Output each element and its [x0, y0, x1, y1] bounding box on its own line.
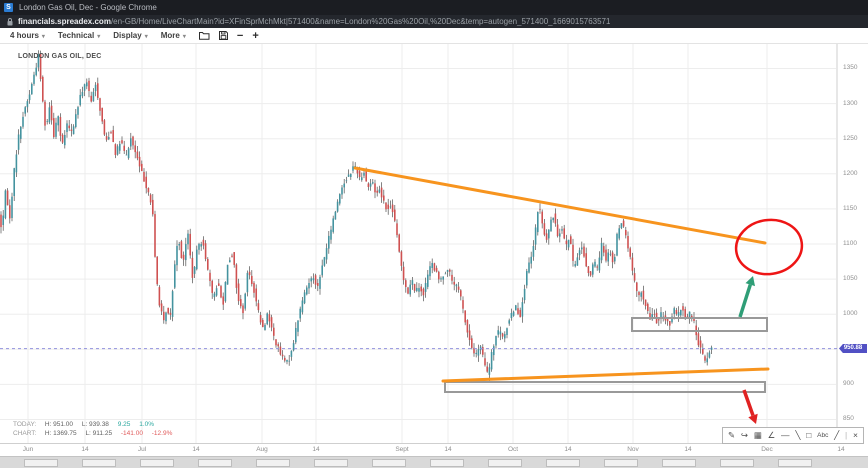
drawing-toolbar: ✎ ↪ ▦ ∠ — ╲ □ Abc ╱ | × — [722, 427, 864, 444]
price-tick-label: 900 — [843, 380, 854, 387]
price-tick-label: 1000 — [843, 310, 858, 317]
taskbar-button[interactable] — [140, 458, 174, 467]
folder-open-icon — [198, 32, 210, 40]
time-tick-label: 14 — [564, 446, 572, 453]
url-domain: financials.spreadex.com — [18, 17, 111, 26]
floppy-save-icon — [218, 31, 228, 40]
time-tick-label: 14 — [684, 446, 692, 453]
price-tick-label: 1100 — [843, 240, 857, 247]
price-tick-label: 1350 — [843, 64, 858, 71]
toolbar-divider: | — [845, 430, 848, 440]
taskbar-button[interactable] — [256, 458, 290, 467]
current-price-badge: 950.88 — [839, 344, 867, 353]
chart-area[interactable]: LONDON GAS OIL, DEC 1350 1300 1250 1200 1150… — [0, 44, 868, 456]
menu-more[interactable]: More ▾ — [160, 31, 186, 40]
address-bar[interactable]: financials.spreadex.com/en-GB/Home/LiveC… — [0, 15, 868, 28]
taskbar-button[interactable] — [314, 458, 348, 467]
price-tick-label: 1250 — [843, 135, 858, 142]
rectangle-tool-icon[interactable]: □ — [806, 430, 812, 440]
taskbar-button[interactable] — [604, 458, 638, 467]
url-path: /en-GB/Home/LiveChartMain?id=XFinSprMchM… — [110, 17, 611, 26]
lock-icon — [7, 17, 13, 25]
taskbar-button[interactable] — [430, 458, 464, 467]
time-tick-label: Nov — [627, 446, 639, 453]
horizontal-line-tool-icon[interactable]: — — [781, 430, 790, 440]
time-tick-label: 14 — [837, 446, 845, 453]
taskbar-button[interactable] — [778, 458, 812, 467]
zoom-in-button[interactable]: + — [252, 29, 259, 42]
session-legend: TODAY: H: 951.00 L: 939.38 9.25 1.0% CHA… — [13, 420, 179, 438]
taskbar-button[interactable] — [662, 458, 696, 467]
legend-today-high: H: 951.00 — [44, 421, 73, 428]
chevron-down-icon: ▾ — [97, 34, 101, 40]
text-tool-icon[interactable]: Abc — [817, 432, 829, 439]
menu-4-hours[interactable]: 4 hours ▾ — [10, 31, 45, 40]
legend-chart-label: CHART: — [13, 430, 37, 437]
legend-chart-high: H: 1369.75 — [44, 430, 77, 437]
elbow-arrow-tool-icon[interactable]: ↪ — [740, 430, 749, 440]
zoom-out-button[interactable]: − — [236, 29, 244, 42]
legend-chart-pct: -12.9% — [151, 430, 173, 437]
window-title: London Gas Oil, Dec - Google Chrome — [19, 3, 157, 12]
time-tick-label: 14 — [444, 446, 452, 453]
legend-today-row: TODAY: H: 951.00 L: 939.38 9.25 1.0% — [13, 420, 179, 429]
time-tick-label: Jun — [22, 446, 34, 453]
legend-chart-low: L: 911.25 — [85, 430, 113, 437]
channel-tool-icon[interactable]: ∠ — [767, 430, 776, 440]
taskbar-button[interactable] — [488, 458, 522, 467]
trendline-tool-icon[interactable]: ╲ — [795, 430, 801, 440]
price-tick-label: 1050 — [843, 275, 858, 282]
time-tick-label: Dec — [761, 446, 773, 453]
time-tick-label: Aug — [256, 446, 268, 453]
time-tick-label: 14 — [312, 446, 320, 453]
price-tick-label: 1200 — [843, 170, 858, 177]
candlestick-plot[interactable] — [0, 44, 838, 444]
current-price-value: 950.88 — [843, 345, 863, 351]
time-tick-label: Jul — [137, 446, 147, 453]
price-tick-label: 1300 — [843, 100, 858, 107]
symbol-label: LONDON GAS OIL, DEC — [18, 53, 102, 60]
legend-today-label: TODAY: — [13, 421, 37, 428]
legend-chart-change: -141.00 — [120, 430, 143, 437]
legend-chart-row: CHART: H: 1369.75 L: 911.25 -141.00 -12.… — [13, 429, 179, 438]
chevron-down-icon: ▾ — [41, 34, 45, 40]
taskbar-button[interactable] — [82, 458, 116, 467]
open-chart-button[interactable] — [198, 31, 210, 40]
taskbar-button[interactable] — [198, 458, 232, 467]
site-favicon: S — [4, 3, 13, 12]
chevron-down-icon: ▾ — [182, 34, 186, 40]
url-text: financials.spreadex.com/en-GB/Home/LiveC… — [18, 17, 610, 26]
taskbar-button[interactable] — [24, 458, 58, 467]
menu-display[interactable]: Display ▾ — [113, 31, 148, 40]
chart-toolbar: 4 hours ▾ Technical ▾ Display ▾ More ▾ − + — [0, 28, 868, 44]
ohlc-grid-tool-icon[interactable]: ▦ — [753, 430, 762, 440]
legend-today-pct: 1.0% — [139, 421, 155, 428]
time-tick-label: 14 — [192, 446, 200, 453]
diagonal-line-tool-icon[interactable]: ╱ — [834, 430, 840, 440]
time-tick-label: Oct — [507, 446, 519, 453]
taskbar-button[interactable] — [546, 458, 580, 467]
time-tick-label: Sept — [395, 446, 409, 453]
legend-today-low: L: 939.38 — [81, 421, 109, 428]
taskbar-strip — [0, 456, 868, 468]
price-tick-label: 850 — [843, 415, 854, 422]
menu-technical[interactable]: Technical ▾ — [57, 31, 101, 40]
chevron-down-icon: ▾ — [144, 34, 148, 40]
taskbar-button[interactable] — [372, 458, 406, 467]
save-chart-button[interactable] — [218, 31, 228, 40]
taskbar-button[interactable] — [720, 458, 754, 467]
close-toolbar-icon[interactable]: × — [853, 430, 858, 440]
pencil-tool-icon[interactable]: ✎ — [728, 430, 736, 440]
window-titlebar: S London Gas Oil, Dec - Google Chrome — [0, 0, 868, 15]
legend-today-change: 9.25 — [117, 421, 131, 428]
menu-group: 4 hours ▾ Technical ▾ Display ▾ More ▾ — [10, 31, 199, 40]
time-tick-label: 14 — [81, 446, 89, 453]
price-tick-label: 1150 — [843, 205, 857, 212]
